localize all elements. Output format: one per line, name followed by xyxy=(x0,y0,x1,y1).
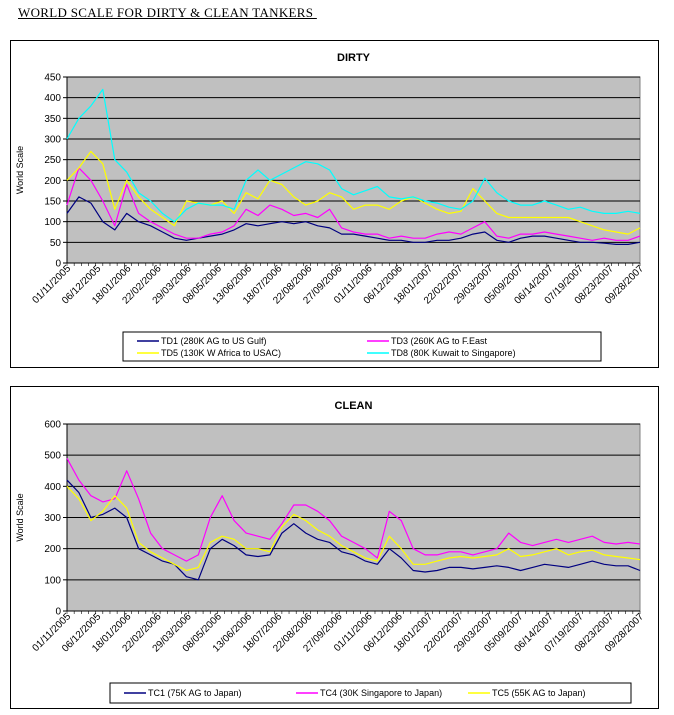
legend-label: TD3 (260K AG to F.East xyxy=(391,336,488,346)
y-tick-label: 300 xyxy=(44,135,61,146)
legend-box xyxy=(109,682,632,704)
legend-box xyxy=(122,331,602,362)
y-tick-label: 400 xyxy=(44,482,61,493)
series-line-2 xyxy=(66,458,641,562)
y-tick-label: 350 xyxy=(44,114,61,125)
legend-label: TC1 (75K AG to Japan) xyxy=(148,688,242,698)
y-tick-label: 600 xyxy=(44,420,61,431)
chart-title: CLEAN xyxy=(335,400,373,412)
y-axis-label: World Scale xyxy=(15,146,25,194)
series-line-3 xyxy=(66,485,641,572)
clean-chart-panel: CLEAN 0 100 200 300 400 500 600 World Scale 01/11… xyxy=(10,386,659,709)
y-tick-label: 200 xyxy=(44,544,61,555)
legend-label: TC4 (30K Singapore to Japan) xyxy=(320,688,442,698)
chart-title: DIRTY xyxy=(337,52,371,64)
y-tick-label: 200 xyxy=(44,176,61,187)
y-tick-label: 150 xyxy=(44,197,61,208)
dirty-chart-panel: DIRTY 0 50 100 150 200 250 300 350 400 450 World Sc… xyxy=(10,40,659,368)
dirty-chart: DIRTY 0 50 100 150 200 250 300 350 400 450 World Sc… xyxy=(15,52,646,362)
y-tick-label: 400 xyxy=(44,93,61,104)
series-line-1 xyxy=(66,479,641,581)
y-tick-label: 0 xyxy=(55,259,61,270)
y-tick-label: 50 xyxy=(50,238,62,249)
plot-area xyxy=(66,76,641,264)
y-tick-label: 300 xyxy=(44,513,61,524)
y-tick-label: 500 xyxy=(44,451,61,462)
series-line-4 xyxy=(66,88,641,223)
y-tick-label: 100 xyxy=(44,217,61,228)
y-axis-label: World Scale xyxy=(15,493,25,541)
y-tick-label: 250 xyxy=(44,155,61,166)
series-line-3 xyxy=(66,150,641,235)
legend-label: TD8 (80K Kuwait to Singapore) xyxy=(391,348,516,358)
y-tick-label: 0 xyxy=(55,607,61,618)
series-line-1 xyxy=(66,196,641,245)
page-title: WORLD SCALE FOR DIRTY & CLEAN TANKERS xyxy=(18,5,317,20)
legend-label: TD5 (130K W Africa to USAC) xyxy=(161,348,281,358)
legend-label: TD1 (280K AG to US Gulf) xyxy=(161,336,267,346)
y-tick-label: 100 xyxy=(44,575,61,586)
legend-label: TC5 (55K AG to Japan) xyxy=(492,688,586,698)
y-tick-label: 450 xyxy=(44,73,61,84)
series-line-2 xyxy=(66,167,641,241)
